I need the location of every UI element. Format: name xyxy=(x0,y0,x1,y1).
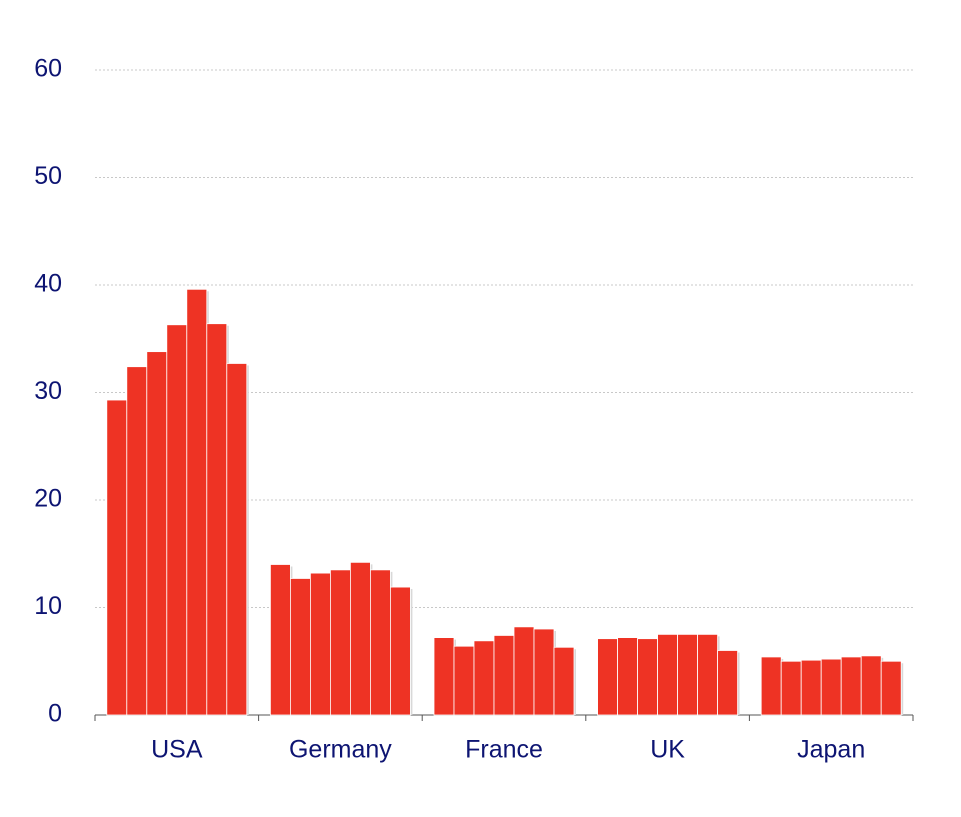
bar xyxy=(126,366,148,716)
y-tick-label: 40 xyxy=(34,270,62,298)
bar xyxy=(453,645,475,716)
bar xyxy=(369,569,391,716)
x-tick-label: France xyxy=(465,736,543,764)
bar xyxy=(433,637,455,716)
bar xyxy=(473,640,495,716)
bar xyxy=(780,660,802,716)
bar xyxy=(289,578,311,716)
y-tick-label: 60 xyxy=(34,55,62,83)
y-tick-label: 50 xyxy=(34,162,62,190)
y-tick-label: 0 xyxy=(48,700,62,728)
bar xyxy=(677,633,698,716)
bar xyxy=(820,658,842,716)
x-tick-label: Japan xyxy=(797,736,865,764)
bar xyxy=(493,635,515,716)
bar xyxy=(269,564,291,716)
y-tick-label: 30 xyxy=(34,377,62,405)
bar xyxy=(840,656,862,716)
bar xyxy=(106,399,128,716)
bar xyxy=(553,646,575,716)
bar xyxy=(597,638,618,716)
bar xyxy=(513,626,535,716)
bar xyxy=(800,659,822,716)
bar xyxy=(206,323,228,716)
x-tick-label: Germany xyxy=(289,736,392,764)
y-tick-label: 20 xyxy=(34,485,62,513)
bar xyxy=(166,324,188,716)
bar xyxy=(617,637,638,716)
bar xyxy=(880,660,902,716)
bar xyxy=(226,363,248,716)
x-tick-label: UK xyxy=(650,736,685,764)
bar xyxy=(760,656,782,716)
x-tick-label: USA xyxy=(151,736,203,764)
bar xyxy=(697,633,718,716)
bar xyxy=(389,586,411,716)
y-tick-label: 10 xyxy=(34,592,62,620)
bar xyxy=(146,351,168,716)
bar xyxy=(533,628,555,716)
bar xyxy=(717,650,738,716)
bar xyxy=(657,633,678,716)
bar xyxy=(637,638,658,716)
bar xyxy=(309,572,331,716)
bar xyxy=(860,655,882,716)
bar xyxy=(349,561,371,716)
bar xyxy=(329,569,351,716)
bar xyxy=(186,288,208,716)
